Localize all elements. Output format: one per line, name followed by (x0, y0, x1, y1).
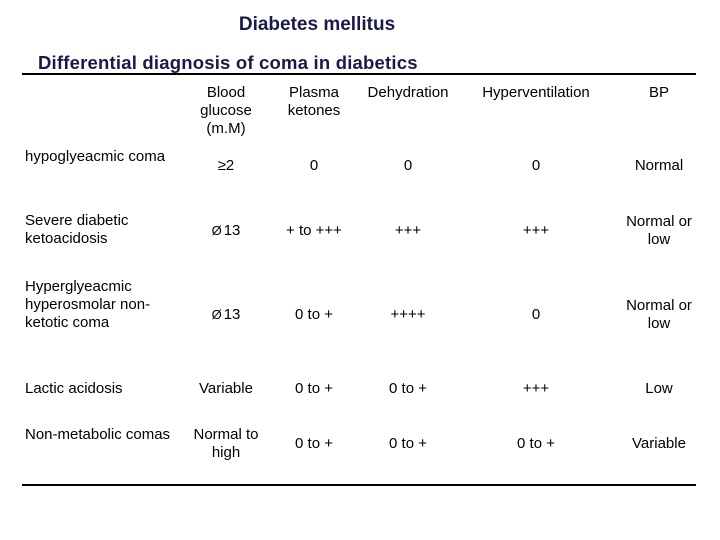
slide-title: Diabetes mellitus (238, 14, 396, 35)
cell-hyperventilation: +++ (522, 380, 550, 397)
column-header-blood-glucose: Blood glucose (m.M) (200, 84, 252, 137)
cell-hyperventilation: +++ (522, 222, 550, 239)
arrow-icon: Ø (211, 223, 222, 238)
cell-blood-glucose: Ø 13 (186, 222, 266, 240)
table-bottom-rule (22, 484, 696, 486)
row-label-non-metabolic-comas: Non-metabolic comas (25, 426, 171, 443)
column-header-plasma-ketones: Plasma ketones (287, 84, 341, 119)
cell-hyperventilation: 0 to + (517, 435, 555, 452)
cell-dehydration: 0 to + (389, 380, 427, 397)
cell-blood-glucose: Variable (199, 380, 253, 397)
column-header-bp: BP (648, 84, 669, 101)
cell-bp: Normal (634, 157, 684, 174)
cell-bp: Variable (632, 435, 686, 452)
row-label-lactic-acidosis: Lactic acidosis (25, 380, 123, 397)
cell-dehydration: 0 to + (389, 435, 427, 452)
row-label-hypoglycaemic-coma: hypoglyeacmic coma (25, 148, 166, 165)
cell-dehydration: +++ (394, 222, 422, 239)
column-header-hyperventilation: Hyperventilation (482, 84, 590, 101)
cell-blood-glucose: Normal to high (193, 426, 259, 461)
cell-dehydration: 0 (403, 157, 413, 174)
cell-hyperventilation: 0 (531, 157, 541, 174)
cell-blood-glucose-value: 13 (223, 306, 241, 323)
slide-subtitle: Differential diagnosis of coma in diabet… (38, 52, 418, 73)
cell-plasma-ketones: 0 to + (295, 306, 333, 323)
cell-plasma-ketones: + to +++ (286, 222, 342, 239)
cell-plasma-ketones: 0 to + (295, 435, 333, 452)
table-top-rule (22, 73, 696, 75)
cell-bp: Normal or low (626, 297, 692, 332)
cell-dehydration: ++++ (390, 306, 426, 323)
cell-plasma-ketones: 0 (309, 157, 319, 174)
cell-bp: Low (645, 380, 673, 397)
cell-bp: Normal or low (626, 213, 692, 248)
row-label-hhnk-coma: Hyperglyeacmic hyperosmolar non-ketotic … (25, 278, 151, 331)
cell-plasma-ketones: 0 to + (295, 380, 333, 397)
column-header-dehydration: Dehydration (367, 84, 449, 101)
cell-blood-glucose: ≥2 (217, 157, 235, 174)
cell-hyperventilation: 0 (531, 306, 541, 323)
arrow-icon: Ø (211, 307, 222, 322)
row-label-severe-diabetic-ketoacidosis: Severe diabetic ketoacidosis (25, 212, 129, 247)
cell-blood-glucose: Ø 13 (186, 306, 266, 324)
cell-blood-glucose-value: 13 (223, 222, 241, 239)
